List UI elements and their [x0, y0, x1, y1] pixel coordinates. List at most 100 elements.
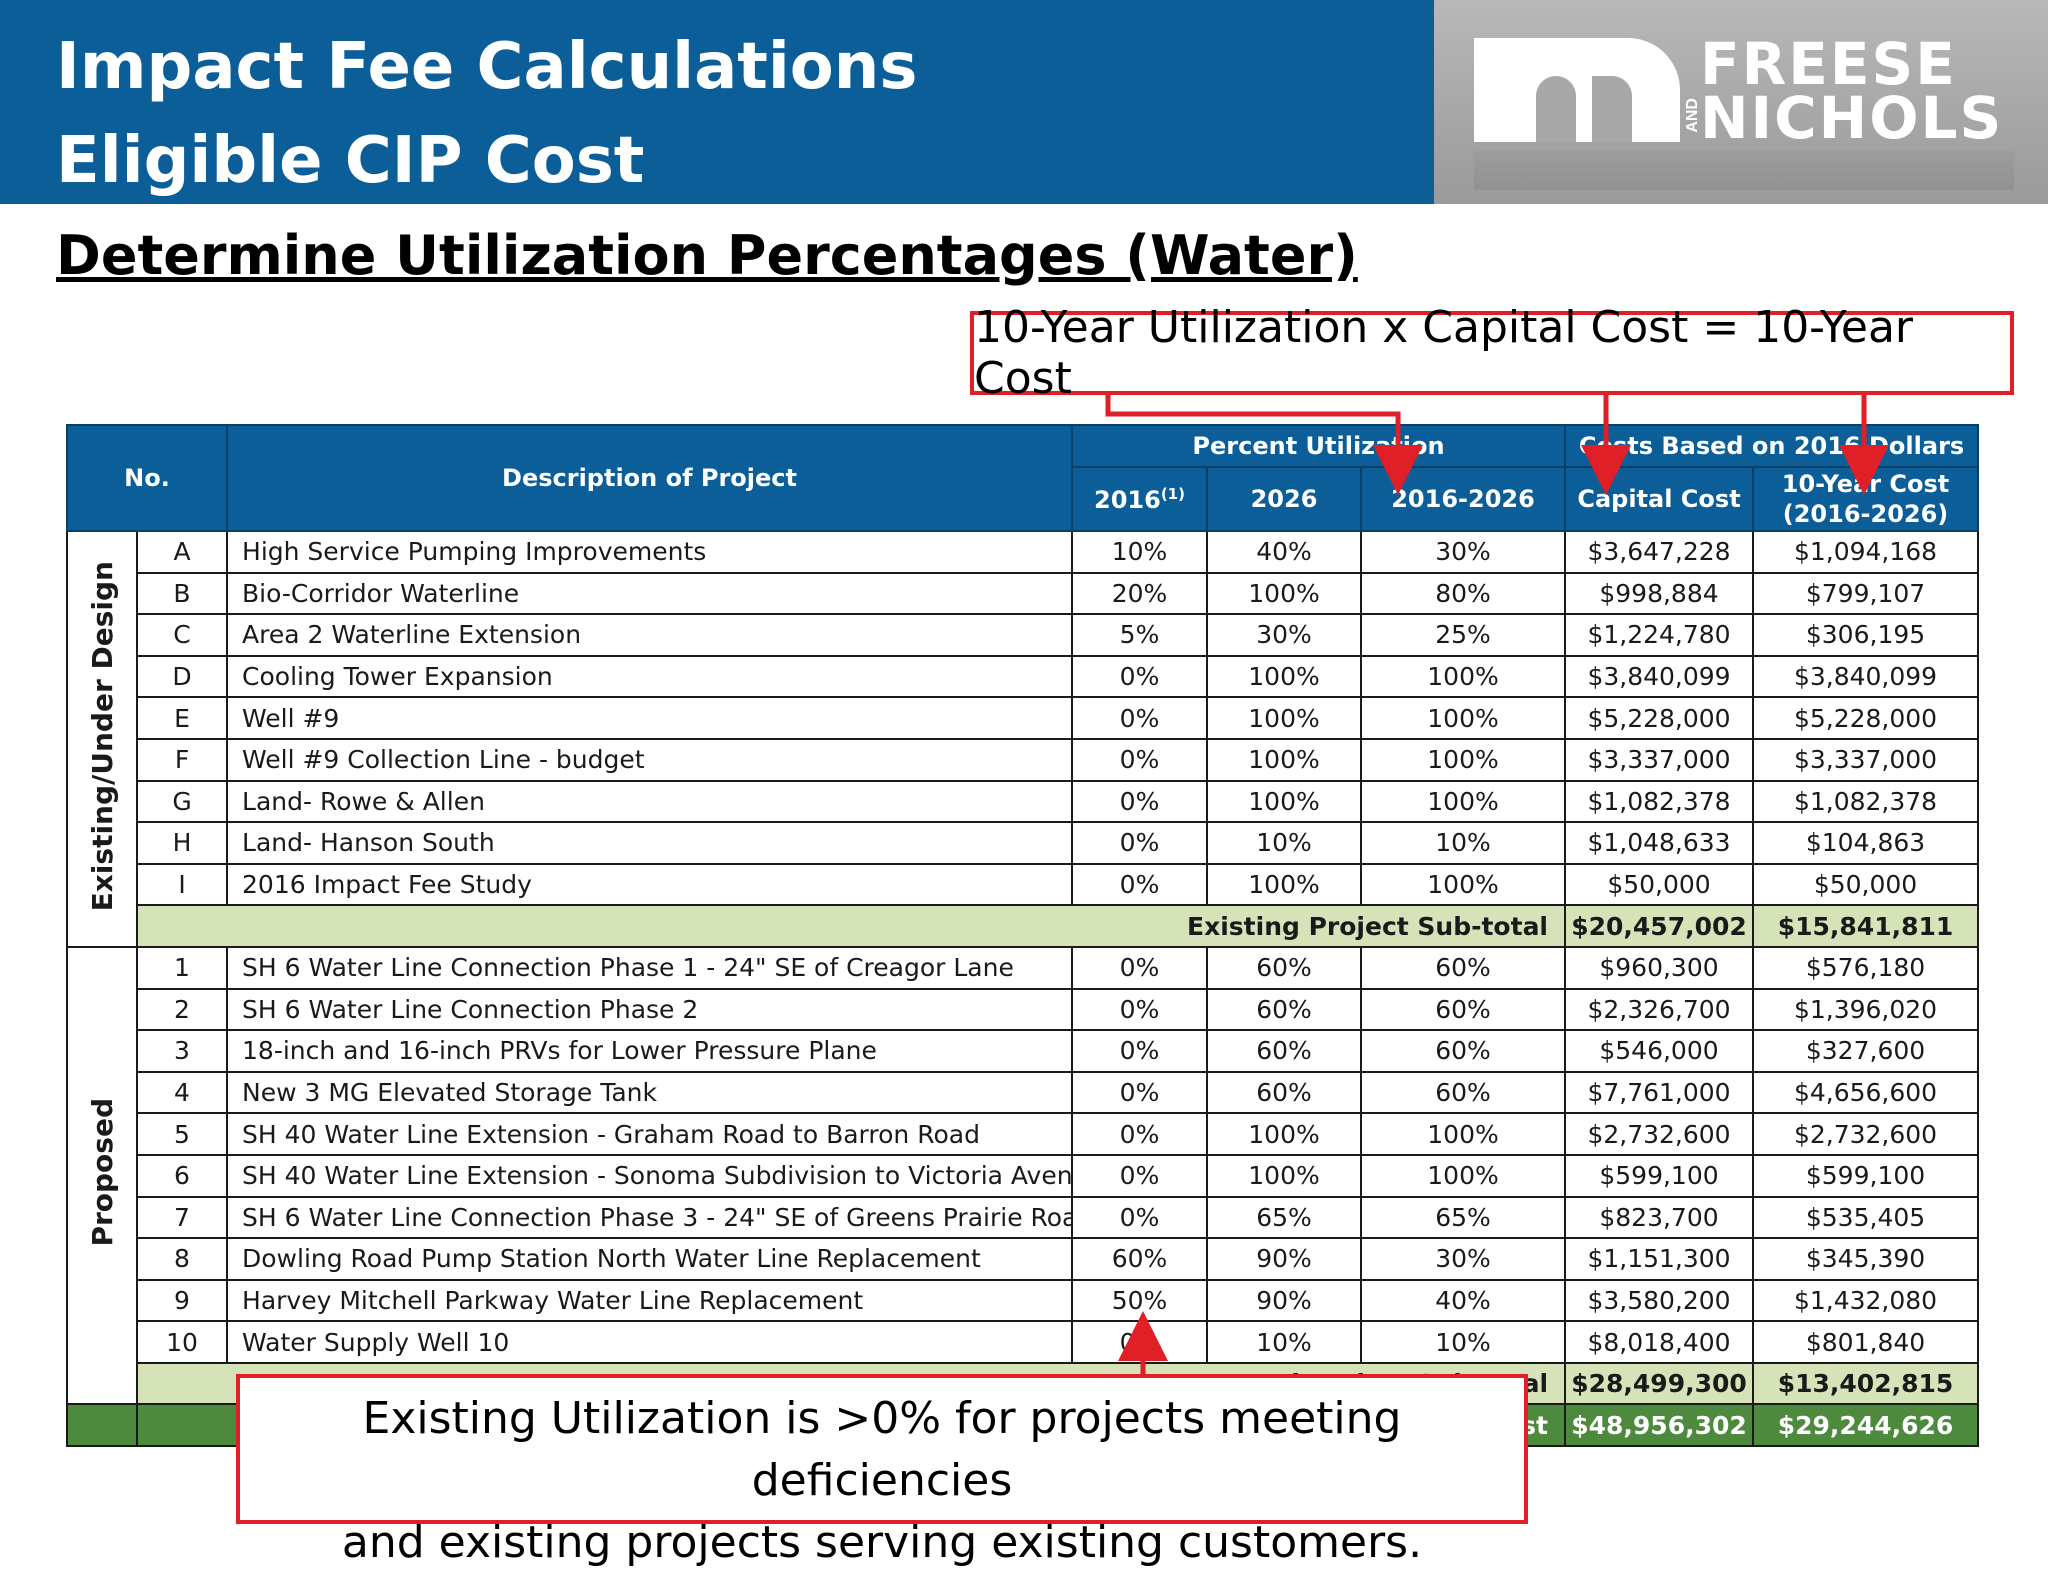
row-2026: 100% [1206, 1112, 1363, 1156]
table-row: H Land- Hanson South 0% 10% 10% $1,048,633 $10… [67, 821, 1980, 865]
row-ten-year-cost: $599,100 [1752, 1153, 1980, 1198]
table-row: 4 New 3 MG Elevated Storage Tank 0% 60% 60% $… [67, 1070, 1980, 1115]
proposed-subtotal-row-capital: $28,499,300 [1564, 1361, 1755, 1406]
row-description: Bio-Corridor Waterline [226, 571, 1074, 616]
row-ten-year-cost: $1,094,168 [1752, 530, 1980, 574]
header-2026: 2026 [1206, 466, 1363, 532]
row-ten-year-cost: $306,195 [1752, 613, 1980, 657]
row-capital-cost: $960,300 [1564, 945, 1755, 990]
row-ten-year-cost: $3,840,099 [1752, 654, 1980, 699]
row-2016-2026: 30% [1360, 1237, 1567, 1281]
header-capital-cost: Capital Cost [1564, 466, 1755, 532]
row-no: B [135, 571, 229, 616]
title-banner: Impact Fee Calculations Eligible CIP Cos… [0, 0, 1434, 204]
row-2016-2026: 40% [1360, 1278, 1567, 1323]
row-capital-cost: $546,000 [1564, 1029, 1755, 1073]
row-description: SH 40 Water Line Extension - Graham Road… [226, 1112, 1074, 1156]
header-no: No. [65, 424, 229, 532]
row-ten-year-cost: $1,396,020 [1752, 987, 1980, 1032]
row-capital-cost: $1,151,300 [1564, 1237, 1755, 1281]
row-2016-2026: 100% [1360, 862, 1567, 907]
title-line-2: Eligible CIP Cost [56, 124, 645, 198]
row-2016: 50% [1071, 1278, 1209, 1323]
grand-total-row-ten-year: $29,244,626 [1752, 1403, 1980, 1448]
existing-subtotal-row-capital: $20,457,002 [1564, 904, 1755, 948]
row-capital-cost: $823,700 [1564, 1195, 1755, 1240]
row-2016-2026: 60% [1360, 1070, 1567, 1115]
row-capital-cost: $3,647,228 [1564, 530, 1755, 574]
row-description: SH 40 Water Line Extension - Sonoma Subd… [226, 1153, 1074, 1198]
section-heading: Determine Utilization Percentages (Water… [56, 224, 1358, 287]
row-2016-2026: 100% [1360, 737, 1567, 782]
proposed-subtotal-row-ten-year: $13,402,815 [1752, 1361, 1980, 1406]
group-label-proposed: Proposed [66, 945, 138, 1406]
row-2016: 0% [1071, 1029, 1209, 1073]
row-ten-year-cost: $50,000 [1752, 862, 1980, 907]
row-ten-year-cost: $4,656,600 [1752, 1070, 1980, 1115]
row-no: 2 [135, 987, 229, 1032]
table-row: 9 Harvey Mitchell Parkway Water Line Repl… [67, 1278, 1980, 1323]
header-2016: 2016(1) [1071, 466, 1209, 532]
row-description: Area 2 Waterline Extension [226, 613, 1074, 657]
row-2026: 100% [1206, 862, 1363, 907]
company-logo: FREESE AND NICHOLS [1434, 0, 2048, 204]
table-row: 5 SH 40 Water Line Extension - Graham Roa… [67, 1112, 1980, 1156]
existing-subtotal-row-ten-year: $15,841,811 [1752, 904, 1980, 948]
row-2026: 100% [1206, 779, 1363, 824]
row-ten-year-cost: $3,337,000 [1752, 737, 1980, 782]
row-no: D [135, 654, 229, 699]
table-row: C Area 2 Waterline Extension 5% 30% 25% $1,22… [67, 613, 1980, 657]
row-capital-cost: $1,048,633 [1564, 821, 1755, 865]
row-2016: 0% [1071, 696, 1209, 740]
row-2016-2026: 100% [1360, 779, 1567, 824]
header-description: Description of Project [226, 424, 1074, 532]
row-2016: 60% [1071, 1237, 1209, 1281]
table-row: 10 Water Supply Well 10 0% 10% 10% $8,018,400… [67, 1320, 1980, 1364]
row-2026: 100% [1206, 571, 1363, 616]
row-description: Land- Hanson South [226, 821, 1074, 865]
row-2016: 0% [1071, 821, 1209, 865]
row-2016-2026: 10% [1360, 1320, 1567, 1364]
header-ten-year-cost: 10-Year Cost (2016-2026) [1752, 466, 1980, 532]
row-capital-cost: $7,761,000 [1564, 1070, 1755, 1115]
row-no: A [135, 530, 229, 574]
row-no: 1 [135, 945, 229, 990]
row-no: 3 [135, 1029, 229, 1073]
table-row: 3 18-inch and 16-inch PRVs for Lower Pres… [67, 1029, 1980, 1073]
row-capital-cost: $3,337,000 [1564, 737, 1755, 782]
row-2026: 60% [1206, 1070, 1363, 1115]
row-description: SH 6 Water Line Connection Phase 3 - 24"… [226, 1195, 1074, 1240]
row-2026: 100% [1206, 654, 1363, 699]
row-2016: 0% [1071, 987, 1209, 1032]
row-no: H [135, 821, 229, 865]
row-2016: 0% [1071, 1153, 1209, 1198]
row-description: New 3 MG Elevated Storage Tank [226, 1070, 1074, 1115]
row-capital-cost: $1,082,378 [1564, 779, 1755, 824]
logo-text-nichols: NICHOLS [1700, 84, 2004, 152]
existing-subtotal-row-label: Existing Project Sub-total [135, 904, 1567, 948]
table-row: Proposed 1 SH 6 Water Line Connection Phas… [66, 945, 1980, 1406]
row-2026: 100% [1206, 737, 1363, 782]
title-line-1: Impact Fee Calculations [56, 30, 918, 104]
row-2016-2026: 60% [1360, 1029, 1567, 1073]
row-description: 2016 Impact Fee Study [226, 862, 1074, 907]
table-row: G Land- Rowe & Allen 0% 100% 100% $1,082,378 $… [67, 779, 1980, 824]
row-capital-cost: $50,000 [1564, 862, 1755, 907]
row-capital-cost: $3,840,099 [1564, 654, 1755, 699]
header-percent-utilization: Percent Utilization [1071, 424, 1567, 468]
row-2016: 0% [1071, 1195, 1209, 1240]
row-2026: 90% [1206, 1237, 1363, 1281]
formula-callout: 10-Year Utilization x Capital Cost = 10-… [970, 302, 2014, 404]
row-2026: 40% [1206, 530, 1363, 574]
row-ten-year-cost: $535,405 [1752, 1195, 1980, 1240]
row-no: 7 [135, 1195, 229, 1240]
row-description: Well #9 [226, 696, 1074, 740]
header-costs-based: Costs Based on 2016 Dollars [1564, 424, 1980, 468]
group-label-existing: Existing/Under Design [66, 530, 138, 948]
row-capital-cost: $5,228,000 [1564, 696, 1755, 740]
row-description: Harvey Mitchell Parkway Water Line Repla… [226, 1278, 1074, 1323]
row-capital-cost: $998,884 [1564, 571, 1755, 616]
row-description: 18-inch and 16-inch PRVs for Lower Press… [226, 1029, 1074, 1073]
row-2016-2026: 30% [1360, 530, 1567, 574]
table-row: 8 Dowling Road Pump Station North Water L… [67, 1237, 1980, 1281]
